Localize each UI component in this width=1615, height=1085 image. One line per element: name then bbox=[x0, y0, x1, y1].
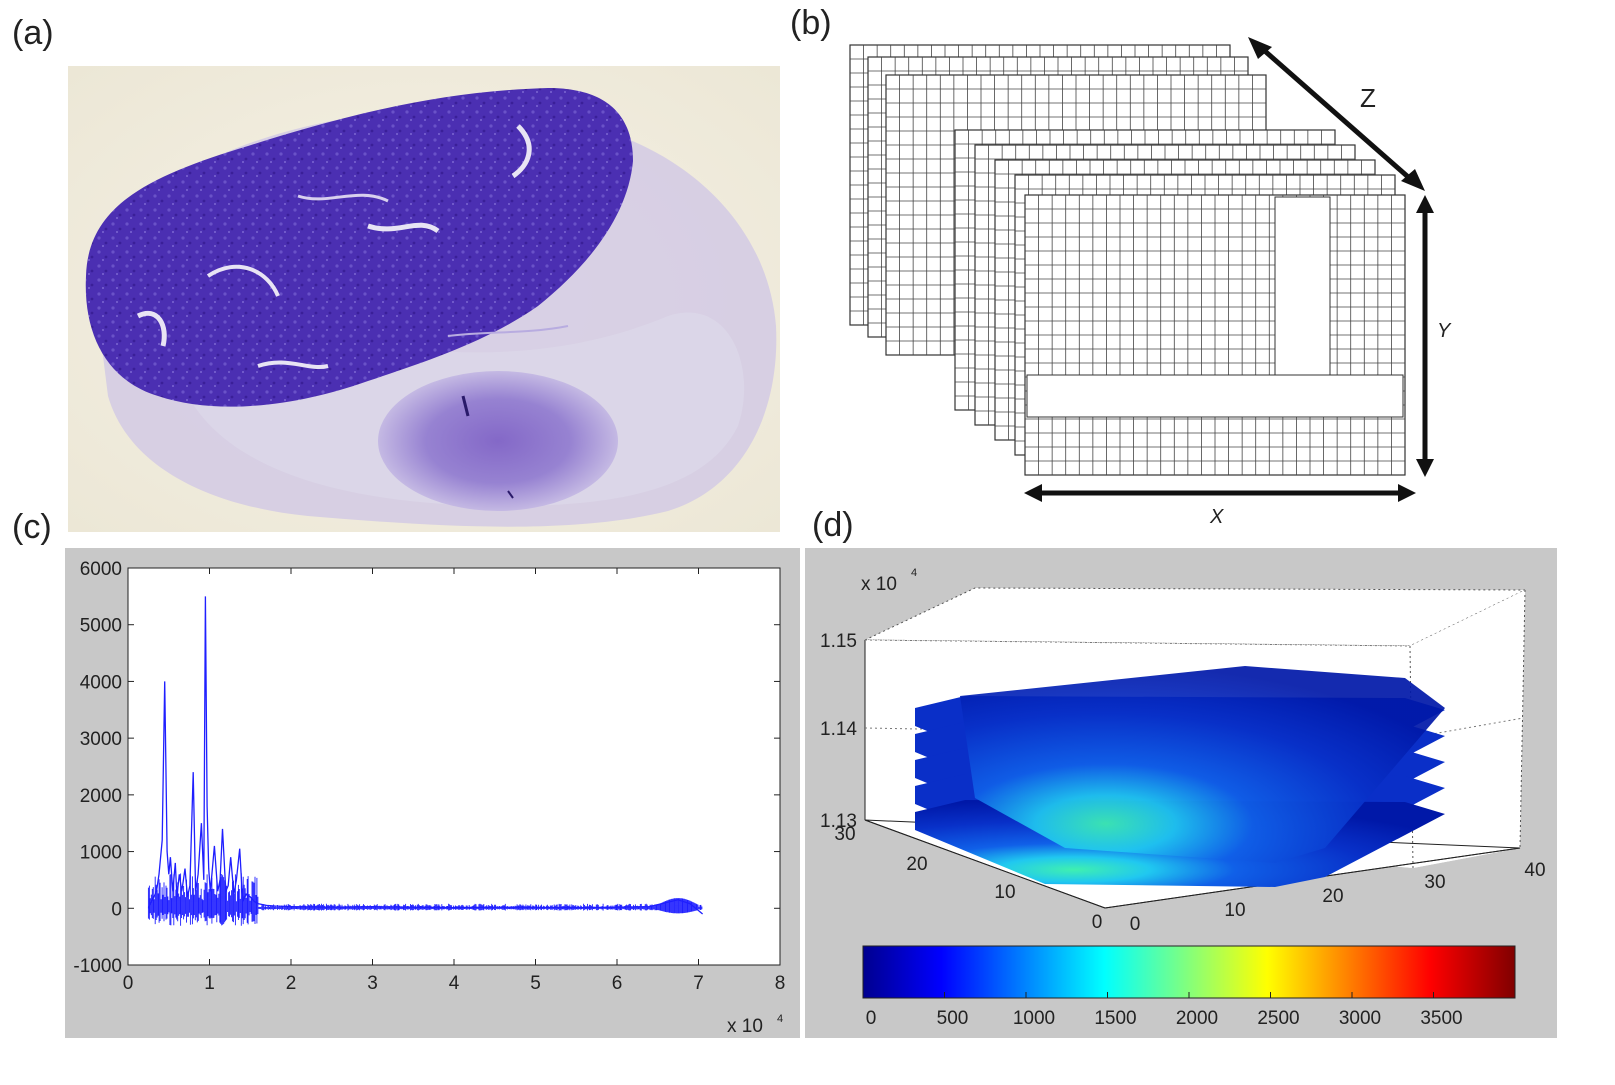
colorbar-tick-label: 500 bbox=[937, 1008, 969, 1029]
y-tick-label: 10 bbox=[994, 882, 1015, 903]
y-tick-label: -1000 bbox=[73, 956, 122, 977]
grid-layer bbox=[1024, 194, 1406, 476]
y-tick-group: -1000 0 1000 2000 3000 4000 5000 6000 bbox=[73, 559, 780, 977]
x-multiplier-power: 4 bbox=[777, 1013, 783, 1025]
panel-label-c: (c) bbox=[12, 508, 52, 546]
z-multiplier-power: 4 bbox=[911, 567, 917, 579]
panel-label-b: (b) bbox=[790, 4, 832, 42]
grid-stack bbox=[849, 44, 1406, 476]
x-tick-label: 3 bbox=[367, 973, 378, 994]
x-tick-label: 10 bbox=[1224, 900, 1245, 921]
x-tick-label: 6 bbox=[612, 973, 623, 994]
x-tick-label: 5 bbox=[530, 973, 541, 994]
colorbar-tick-label: 2500 bbox=[1257, 1008, 1299, 1029]
x-multiplier-label: x 10 bbox=[727, 1016, 763, 1037]
x-axis-arrow bbox=[1024, 484, 1416, 502]
y-tick-label: 0 bbox=[1092, 912, 1103, 933]
z-multiplier-label: x 10 bbox=[861, 574, 897, 595]
x-tick-label: 2 bbox=[286, 973, 297, 994]
x-tick-group: 0 1 2 3 4 5 6 7 8 bbox=[123, 568, 786, 994]
z-tick-label: 1.15 bbox=[820, 631, 857, 652]
y-axis-label: Y bbox=[1437, 320, 1452, 342]
x-tick-label: 40 bbox=[1524, 860, 1545, 881]
colorbar-tick-label: 3500 bbox=[1420, 1008, 1462, 1029]
y-tick-label: 6000 bbox=[80, 559, 122, 580]
colorbar-tick-label: 1000 bbox=[1013, 1008, 1055, 1029]
x-tick-group: 0 10 20 30 40 bbox=[1130, 860, 1546, 935]
tissue-section-image bbox=[68, 66, 780, 532]
x-tick-label: 0 bbox=[123, 973, 134, 994]
z-tick-group: 1.13 1.14 1.15 bbox=[820, 631, 857, 832]
x-tick-label: 20 bbox=[1322, 886, 1343, 907]
spectrum-noise bbox=[147, 873, 703, 926]
x-tick-label: 0 bbox=[1130, 914, 1141, 935]
x-tick-label: 7 bbox=[693, 973, 704, 994]
z-tick-label: 1.13 bbox=[820, 811, 857, 832]
colorbar-tick-label: 1500 bbox=[1094, 1008, 1136, 1029]
colorbar-tick-label: 0 bbox=[866, 1008, 877, 1029]
y-tick-label: 1000 bbox=[80, 843, 122, 864]
y-tick-label: 0 bbox=[111, 899, 122, 920]
panel-label-a: (a) bbox=[12, 14, 54, 52]
panel-label-d: (d) bbox=[812, 506, 854, 544]
colorbar bbox=[862, 945, 1516, 999]
plot-area bbox=[127, 567, 781, 966]
voxel-stack-diagram: Z Y X bbox=[849, 37, 1452, 528]
z-axis-label: Z bbox=[1360, 83, 1376, 113]
heatmap-top-surface bbox=[960, 666, 1445, 863]
y-tick-label: 20 bbox=[906, 854, 927, 875]
y-tick-label: 5000 bbox=[80, 616, 122, 637]
y-tick-label: 4000 bbox=[80, 672, 122, 693]
y-tick-label: 2000 bbox=[80, 786, 122, 807]
x-tick-label: 30 bbox=[1424, 872, 1445, 893]
z-axis-arrow bbox=[1248, 37, 1425, 191]
colorbar-tick-label: 3000 bbox=[1339, 1008, 1381, 1029]
colorbar-tick-label: 2000 bbox=[1176, 1008, 1218, 1029]
y-tick-label: 30 bbox=[834, 824, 855, 845]
x-tick-label: 8 bbox=[775, 973, 786, 994]
z-tick-label: 1.14 bbox=[820, 719, 857, 740]
y-axis-arrow bbox=[1416, 195, 1434, 477]
x-tick-label: 4 bbox=[449, 973, 460, 994]
y-tick-group: 0 10 20 30 bbox=[834, 824, 1102, 933]
x-tick-label: 1 bbox=[204, 973, 215, 994]
slice-heatmap-chart: 1.13 1.14 1.15 0 10 20 30 0 10 20 30 40 x 10 4 0 5… bbox=[805, 548, 1557, 1038]
colorbar-tick-group: 0 500 1000 1500 2000 2500 3000 3500 bbox=[862, 992, 1463, 1029]
heatmap-slices bbox=[915, 666, 1445, 887]
y-tick-label: 3000 bbox=[80, 729, 122, 750]
x-axis-label: X bbox=[1209, 506, 1224, 528]
